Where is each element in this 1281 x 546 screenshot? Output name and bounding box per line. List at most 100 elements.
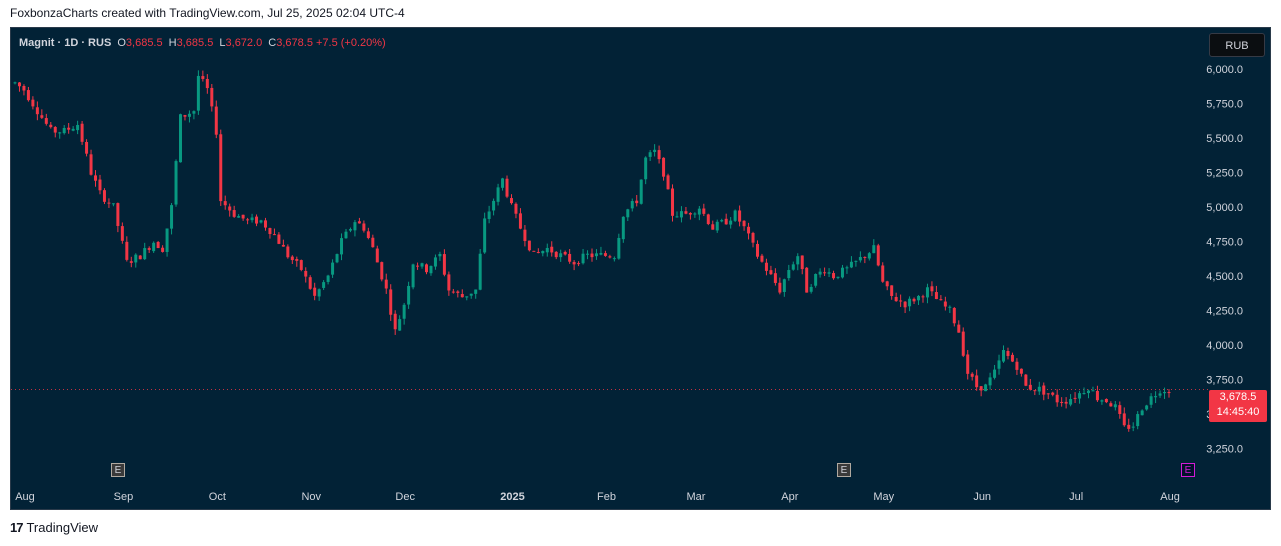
candle-body [474,289,478,294]
candle-body [581,253,585,264]
candle-body [380,262,384,280]
candle-body [975,375,979,388]
footer-brand: TradingView [26,520,99,535]
candle-body [35,107,39,115]
candle-body [76,124,80,131]
candle-body [961,331,965,356]
candle-body [263,220,267,228]
candle-body [80,123,84,142]
candle-body [161,247,165,252]
candle-body [340,238,344,255]
candle-body [425,264,429,273]
candle-body [993,369,997,378]
candle-body [849,261,853,268]
candle-body [626,209,630,218]
candle-body [639,179,643,204]
candle-body [1131,426,1135,428]
candle-body [228,206,232,211]
candle-body [930,286,934,292]
candle-body [939,299,943,301]
candle-body [384,279,388,289]
earnings-marker-icon[interactable]: E [111,463,125,477]
last-price-badge: 3,678.5 14:45:40 [1209,390,1267,422]
candle-body [586,253,590,255]
candle-body [688,213,692,215]
candlestick-chart[interactable]: 6,000.0 5,750.0 5,500.0 5,250.0 5,000.0 4,750… [11,28,1271,510]
candle-body [747,226,751,234]
candle-body [890,285,894,296]
candle-body [724,218,728,225]
candle-body [514,203,518,214]
candle-body [465,296,469,298]
candle-body [116,203,120,226]
candle-body [943,301,947,307]
candle-body [111,203,115,205]
candle-body [706,214,710,225]
x-tick-label: May [873,491,894,503]
candle-body [832,273,836,279]
candle-body [1158,393,1162,396]
candle-body [469,293,473,296]
candle-body [125,241,129,260]
x-tick-label: Mar [686,491,705,503]
candle-body [246,219,250,221]
candle-body [782,279,786,292]
candle-body [331,262,335,275]
future-earnings-marker-icon[interactable]: E [1181,463,1195,477]
candle-body [590,253,594,258]
candle-body [447,274,451,291]
candle-body [129,261,133,263]
candle-body [1163,392,1167,394]
candle-body [751,232,755,243]
candle-body [572,262,576,265]
candle-body [344,231,348,239]
candle-body [885,281,889,287]
candle-body [85,141,89,154]
candle-body [398,319,402,331]
candle-body [371,237,375,248]
currency-button[interactable]: RUB [1209,33,1265,57]
earnings-marker-icon[interactable]: E [837,463,851,477]
candle-body [366,231,370,238]
candle-body [1010,354,1014,362]
open-value: 3,685.5 [125,37,163,49]
candle-body [375,248,379,263]
candle-body [550,246,554,253]
candle-body [536,252,540,254]
candle-body [1086,390,1090,394]
candle-body [644,157,648,180]
chart-panel[interactable]: 6,000.0 5,750.0 5,500.0 5,250.0 5,000.0 4,750… [10,27,1271,510]
candle-body [684,211,688,214]
candle-body [362,223,366,231]
candle-body [1002,350,1006,362]
candle-body [720,220,724,222]
candle-body [1073,397,1077,399]
candle-body [1140,410,1144,416]
y-tick-label: 5,000.0 [1206,202,1243,214]
candle-body [957,324,961,333]
candle-body [1167,392,1171,394]
low-label: L [219,37,226,49]
candle-body [876,245,880,266]
candle-body [1042,385,1046,395]
candle-body [505,178,509,197]
candle-body [156,241,160,249]
y-tick-label: 4,000.0 [1206,340,1243,352]
candle-body [94,175,98,181]
candle-body [693,213,697,215]
candle-body [671,188,675,216]
candle-body [621,216,625,240]
candle-body [867,253,871,259]
candle-body [899,300,903,302]
change-value: +7.5 (+0.20%) [316,37,386,49]
candle-body [818,271,822,275]
candle-body [648,152,652,157]
candle-body [912,298,916,302]
candle-body [107,202,111,204]
candle-body [31,99,35,107]
candle-body [174,161,178,205]
candle-body [760,255,764,262]
candle-body [1028,384,1032,390]
x-tick-label: Aug [1160,491,1180,503]
candle-body [908,298,912,307]
